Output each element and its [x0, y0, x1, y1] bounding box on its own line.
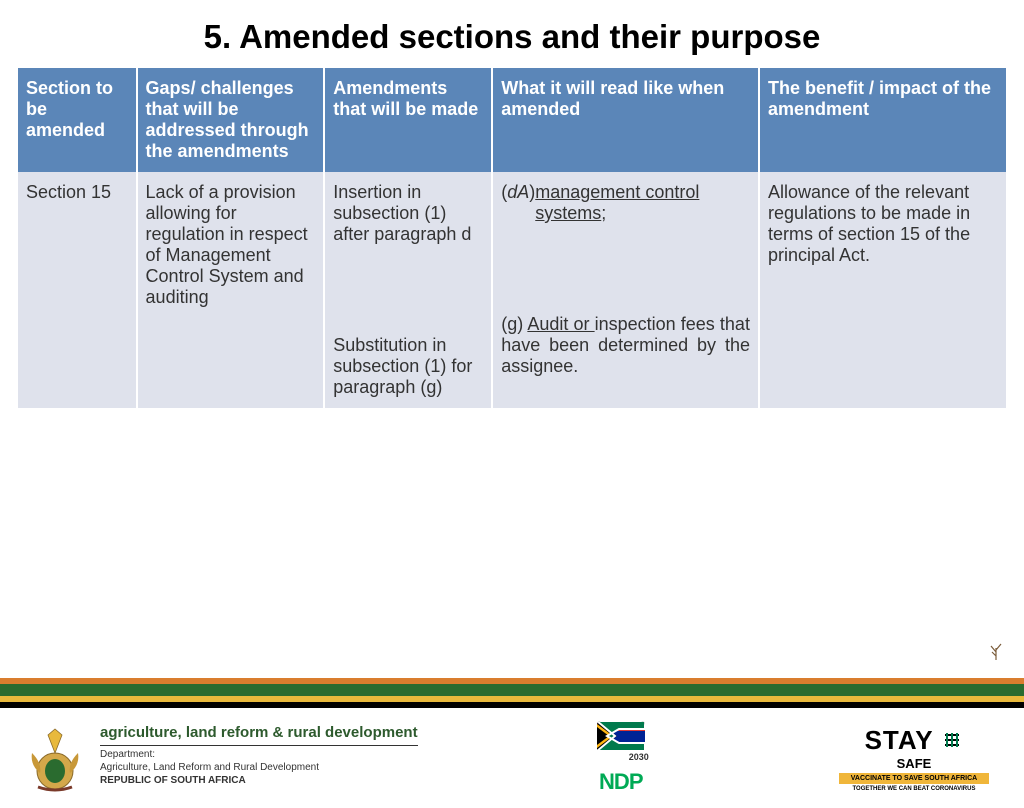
readlike-1-mcs: management control systems; [535, 182, 750, 224]
mcs-text: management control systems [535, 182, 699, 223]
audit-text: Audit or [527, 314, 594, 334]
ndp-logo: 2030 NDP [576, 719, 666, 797]
together-text: TOGETHER WE CAN BEAT CORONAVIRUS [824, 786, 1004, 792]
g-label: (g) [501, 314, 523, 334]
amend-1: Insertion in subsection (1) after paragr… [333, 182, 483, 245]
dA-text: dA [507, 182, 529, 202]
tree-icon [986, 638, 1006, 668]
stripe-green [0, 684, 1024, 696]
department-block: agriculture, land reform & rural develop… [20, 723, 418, 793]
readlike-1-dA-wrapper: (dA) [501, 182, 535, 224]
th-amendments: Amendments that will be made [324, 68, 492, 172]
footer: agriculture, land reform & rural develop… [0, 678, 1024, 808]
cell-amendments: Insertion in subsection (1) after paragr… [324, 172, 492, 408]
cell-section: Section 15 [18, 172, 137, 408]
slide-title: 5. Amended sections and their purpose [0, 0, 1024, 68]
department-text: agriculture, land reform & rural develop… [100, 723, 418, 787]
dept-line1: Department: [100, 748, 418, 761]
readlike-2: (g) Audit or inspection fees that have b… [501, 314, 750, 377]
th-gaps: Gaps/ challenges that will be addressed … [137, 68, 325, 172]
table-header-row: Section to be amended Gaps/ challenges t… [18, 68, 1006, 172]
staysafe-block: STAY SAFE VACCINATE TO SAVE SOUTH AFRICA… [824, 725, 1004, 792]
stay-word: STAY [865, 725, 934, 755]
stay-text: STAY [824, 725, 1004, 756]
ndp-year: 2030 [629, 752, 649, 762]
readlike-1: (dA) management control systems; [501, 182, 750, 224]
vaccinate-banner: VACCINATE TO SAVE SOUTH AFRICA [839, 773, 989, 784]
th-benefit: The benefit / impact of the amendment [759, 68, 1006, 172]
ndp-label: NDP [599, 769, 642, 795]
th-section: Section to be amended [18, 68, 137, 172]
cell-gaps: Lack of a provision allowing for regulat… [137, 172, 325, 408]
dept-name: agriculture, land reform & rural develop… [100, 723, 418, 746]
amend-2: Substitution in subsection (1) for parag… [333, 335, 483, 398]
amendments-table: Section to be amended Gaps/ challenges t… [18, 68, 1006, 408]
footer-row: agriculture, land reform & rural develop… [0, 708, 1024, 808]
cell-benefit: Allowance of the relevant regulations to… [759, 172, 1006, 408]
table-container: Section to be amended Gaps/ challenges t… [0, 68, 1024, 678]
semi: ; [601, 203, 606, 223]
coat-of-arms-icon [20, 723, 90, 793]
th-readlike: What it will read like when amended [492, 68, 759, 172]
cell-readlike: (dA) management control systems; (g) Aud… [492, 172, 759, 408]
dept-line2: Agriculture, Land Reform and Rural Devel… [100, 761, 418, 774]
table-row: Section 15 Lack of a provision allowing … [18, 172, 1006, 408]
ndp-flag-icon [597, 721, 645, 751]
safe-text: SAFE [824, 756, 1004, 771]
dept-line3: REPUBLIC OF SOUTH AFRICA [100, 774, 418, 787]
